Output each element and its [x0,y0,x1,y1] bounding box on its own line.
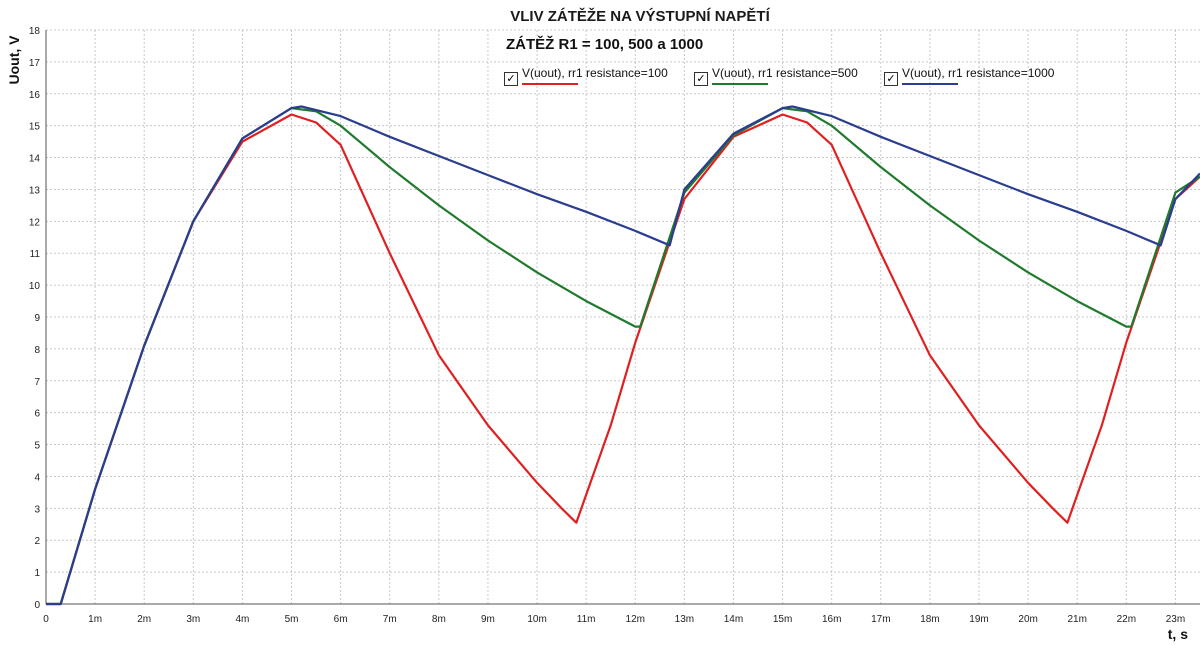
y-tick-label: 18 [29,26,41,37]
legend-swatch [522,83,578,85]
x-tick-label: 1m [88,614,102,625]
y-axis-label: Uout, V [6,35,22,85]
legend-label: V(uout), rr1 resistance=500 [712,66,858,80]
x-axis-label: t, s [1167,626,1188,642]
legend-checkbox[interactable]: ✓ [504,72,518,86]
x-tick-label: 7m [383,614,397,625]
legend-label: V(uout), rr1 resistance=100 [522,66,668,80]
y-tick-label: 8 [34,345,40,356]
legend-checkbox[interactable]: ✓ [694,72,708,86]
legend-swatch [712,83,768,85]
chart-title: VLIV ZÁTĚŽE NA VÝSTUPNÍ NAPĚTÍ [510,8,770,25]
y-tick-label: 9 [34,313,40,324]
series-line-0 [46,113,1200,606]
y-tick-label: 11 [30,249,41,260]
y-tick-label: 13 [29,185,41,196]
x-tick-label: 10m [527,614,546,625]
y-tick-label: 15 [29,122,41,133]
x-tick-label: 19m [969,614,988,625]
y-tick-label: 16 [29,90,41,101]
x-tick-label: 3m [186,614,200,625]
x-tick-label: 15m [773,614,792,625]
x-tick-label: 5m [285,614,299,625]
y-tick-label: 4 [34,472,40,483]
x-tick-label: 17m [871,614,890,625]
chart-subtitle: ZÁTĚŽ R1 = 100, 500 a 1000 [506,36,704,53]
y-tick-label: 17 [29,58,41,69]
x-tick-label: 0 [43,614,49,625]
x-tick-label: 22m [1117,614,1136,625]
x-tick-label: 6m [334,614,348,625]
legend-checkbox[interactable]: ✓ [884,72,898,86]
x-tick-label: 9m [481,614,495,625]
x-tick-label: 14m [724,614,743,625]
x-tick-label: 11m [577,614,596,625]
x-tick-label: 8m [432,614,446,625]
y-tick-label: 3 [34,504,40,515]
legend-label: V(uout), rr1 resistance=1000 [902,66,1055,80]
x-tick-label: 4m [235,614,249,625]
x-tick-label: 18m [920,614,939,625]
legend-item-r100[interactable]: ✓ V(uout), rr1 resistance=100 [504,66,668,86]
y-tick-label: 2 [34,536,40,547]
x-tick-label: 12m [626,614,645,625]
x-tick-label: 21m [1068,614,1087,625]
x-tick-label: 20m [1018,614,1037,625]
series-line-2 [46,105,1200,606]
y-tick-label: 14 [29,154,41,165]
y-tick-label: 10 [29,281,41,292]
series-line-1 [46,106,1200,606]
x-tick-label: 23m [1166,614,1185,625]
legend-item-r1000[interactable]: ✓ V(uout), rr1 resistance=1000 [884,66,1054,86]
y-tick-label: 12 [29,217,41,228]
y-tick-label: 1 [34,568,40,579]
y-tick-label: 5 [34,441,40,452]
legend-item-r500[interactable]: ✓ V(uout), rr1 resistance=500 [694,66,858,86]
y-tick-label: 7 [34,377,40,388]
y-tick-label: 0 [34,600,40,611]
legend-swatch [902,83,958,85]
y-tick-label: 6 [34,409,40,420]
x-tick-label: 16m [822,614,841,625]
x-tick-label: 2m [137,614,151,625]
x-tick-label: 13m [675,614,694,625]
